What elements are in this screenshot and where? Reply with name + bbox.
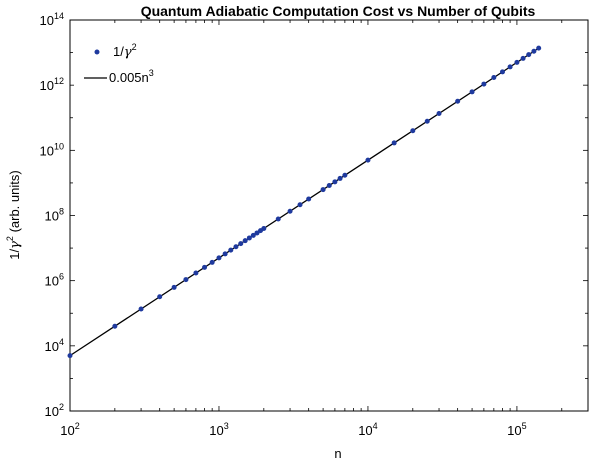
- data-point: [157, 294, 163, 300]
- data-point: [250, 232, 256, 238]
- y-tick-label-exp: 4: [59, 337, 64, 347]
- x-tick-label-base: 10: [358, 423, 372, 438]
- legend-marker-points: [94, 49, 100, 55]
- x-tick-label: 103: [209, 421, 228, 438]
- data-point: [507, 64, 513, 70]
- y-tick-label: 1014: [40, 11, 64, 28]
- data-point: [469, 89, 475, 95]
- x-tick-label: 104: [358, 421, 377, 438]
- data-point: [520, 55, 526, 61]
- y-tick-label-base: 10: [45, 339, 59, 354]
- data-point: [193, 270, 199, 276]
- data-point: [332, 179, 338, 185]
- data-point: [391, 140, 397, 146]
- y-tick-label-exp: 14: [54, 11, 64, 21]
- legend-label-points: 1/γ2: [113, 42, 137, 60]
- data-point: [209, 259, 215, 265]
- data-point: [183, 277, 189, 283]
- y-axis-label-rest: (arb. units): [7, 170, 22, 236]
- data-point: [531, 48, 537, 54]
- y-tick-label: 1012: [40, 76, 64, 93]
- data-point: [342, 172, 348, 178]
- data-point: [536, 45, 542, 51]
- x-axis: 102 103 104 105: [60, 20, 589, 438]
- data-point: [326, 183, 332, 189]
- y-tick-label-exp: 2: [59, 402, 64, 412]
- legend-label-line: 0.005n3: [109, 68, 154, 85]
- data-point: [216, 255, 222, 261]
- data-point: [306, 196, 312, 202]
- x-tick-label-exp: 5: [522, 421, 527, 431]
- x-tick-label-exp: 4: [373, 421, 378, 431]
- data-point: [526, 52, 532, 58]
- series-line-group: [69, 47, 540, 357]
- data-point: [455, 98, 461, 104]
- series-line: [69, 47, 540, 357]
- legend-box: [74, 38, 174, 100]
- y-tick-label: 104: [45, 337, 64, 354]
- data-point: [491, 75, 497, 81]
- y-tick-label: 1010: [40, 141, 64, 158]
- data-point: [233, 244, 239, 250]
- x-tick-label: 102: [60, 421, 79, 438]
- y-axis-label-base: 1/: [7, 248, 22, 259]
- data-point: [228, 247, 234, 253]
- legend-label-line-base: 0.005n: [109, 70, 149, 85]
- data-point: [481, 81, 487, 87]
- data-point: [138, 306, 144, 312]
- x-tick-label-base: 10: [209, 423, 223, 438]
- x-tick-label-exp: 2: [75, 421, 80, 431]
- data-point: [222, 251, 228, 257]
- data-point: [365, 157, 371, 163]
- legend-label-points-symbol: γ: [124, 45, 132, 60]
- y-tick-label-exp: 6: [59, 272, 64, 282]
- y-axis-label-exp: 2: [5, 236, 15, 241]
- legend-label-line-exp: 3: [149, 68, 154, 78]
- y-tick-label: 106: [45, 272, 64, 289]
- y-tick-label-exp: 8: [59, 207, 64, 217]
- chart-title: Quantum Adiabatic Computation Cost vs Nu…: [141, 3, 536, 19]
- data-point: [514, 59, 520, 65]
- data-point: [287, 208, 293, 214]
- legend-label-points-exp: 2: [132, 42, 137, 52]
- y-tick-label-base: 10: [40, 13, 54, 28]
- data-point: [337, 175, 343, 181]
- y-tick-label-base: 10: [45, 404, 59, 419]
- y-axis-label-symbol: γ: [8, 241, 23, 249]
- data-point: [436, 111, 442, 117]
- x-tick-label-base: 10: [60, 423, 74, 438]
- y-tick-label-base: 10: [40, 78, 54, 93]
- legend: 1/γ2 0.005n3: [74, 38, 174, 100]
- x-tick-label-base: 10: [507, 423, 521, 438]
- y-axis-label: 1/γ2 (arb. units): [5, 170, 23, 259]
- data-point: [112, 323, 118, 329]
- data-point: [246, 235, 252, 241]
- y-tick-label-base: 10: [40, 143, 54, 158]
- x-axis-label: n: [334, 446, 341, 459]
- data-point: [67, 353, 73, 359]
- data-point: [499, 69, 505, 75]
- y-tick-label-base: 10: [45, 209, 59, 224]
- data-point: [424, 118, 430, 124]
- y-tick-label-exp: 12: [54, 76, 64, 86]
- data-point: [242, 238, 248, 244]
- x-tick-label-exp: 3: [224, 421, 229, 431]
- series-points-group: [67, 45, 542, 359]
- data-point: [171, 284, 177, 290]
- data-point: [410, 128, 416, 134]
- data-point: [261, 225, 267, 231]
- legend-label-points-base: 1/: [113, 44, 124, 59]
- y-tick-label-exp: 10: [54, 141, 64, 151]
- y-tick-label: 102: [45, 402, 64, 419]
- x-tick-label: 105: [507, 421, 526, 438]
- data-point: [238, 241, 244, 247]
- data-point: [275, 216, 281, 222]
- y-tick-label-base: 10: [45, 274, 59, 289]
- data-point: [297, 202, 303, 208]
- data-point: [320, 187, 326, 193]
- data-point: [202, 264, 208, 270]
- y-tick-label: 108: [45, 207, 64, 224]
